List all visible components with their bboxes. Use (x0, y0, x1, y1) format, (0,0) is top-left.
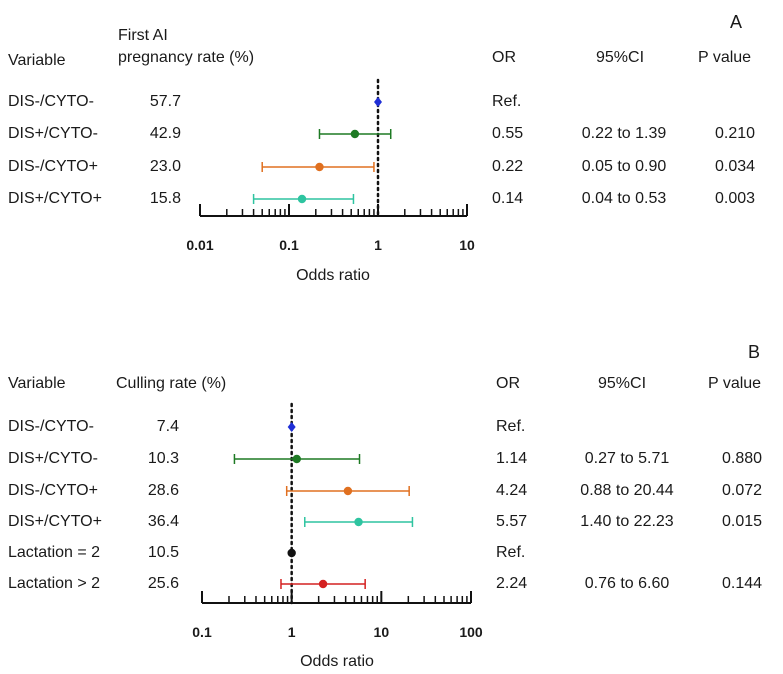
panel-b-or-header: OR (496, 375, 520, 392)
panel-b-row-p-dis-cyto-: 0.072 (721, 482, 763, 499)
panel-b-row-rate-lactation-2: 10.5 (147, 544, 179, 561)
panel-b-row-or-dis-cyto-: 1.14 (496, 450, 528, 467)
panel-b-x-axis-label: Odds ratio (300, 653, 374, 670)
panel-b-point-lactation-2 (318, 579, 328, 589)
panel-a-p-header: P value (698, 49, 752, 66)
panel-b-point-dis-cyto- (287, 422, 296, 432)
panel-b-row-variable-dis-cyto-: DIS+/CYTO+ (8, 513, 102, 530)
panel-b-row-rate-dis-cyto-: 7.4 (156, 418, 179, 435)
panel-b-point-lactation-2 (287, 548, 296, 558)
panel-b-row-p-lactation-2: 0.144 (721, 575, 763, 592)
panel-a-row-or-dis-cyto-: 0.22 (492, 158, 524, 175)
panel-b-row-rate-dis-cyto-: 10.3 (147, 450, 179, 467)
panel-a-row-variable-dis-cyto-: DIS+/CYTO- (8, 125, 98, 142)
panel-a-row-rate-dis-cyto-: 57.7 (149, 93, 181, 110)
panel-a-tick-label: 1 (374, 237, 382, 253)
panel-a-row-or-dis-cyto-: Ref. (492, 93, 522, 110)
panel-a-point-dis-cyto- (297, 194, 307, 204)
panel-b-tick-label: 1 (287, 624, 296, 640)
panel-a-letter: A (730, 12, 743, 32)
panel-a-row-or-dis-cyto-: 0.55 (492, 125, 524, 142)
panel-b-row-variable-lactation-2: Lactation = 2 (8, 544, 101, 561)
panel-a-row-p-dis-cyto-: 0.034 (714, 158, 756, 175)
panel-b-ci-header: 95%CI (597, 375, 647, 392)
panel-b-point-dis-cyto- (292, 454, 301, 464)
panel-a-rate-header-line2: pregnancy rate (%) (118, 49, 255, 66)
panel-b-row-p-dis-cyto-: 0.015 (721, 513, 763, 530)
panel-a-row-variable-dis-cyto-: DIS+/CYTO+ (8, 190, 102, 207)
panel-b-p-header: P value (708, 375, 762, 392)
panel-a-row-ci-dis-cyto-: 0.04 to 0.53 (581, 190, 667, 207)
panel-a-or-header: OR (492, 49, 516, 66)
panel-a-row-rate-dis-cyto-: 42.9 (149, 125, 181, 142)
panel-a-row-p-dis-cyto-: 0.003 (714, 190, 756, 207)
panel-a-x-axis-label: Odds ratio (296, 267, 370, 284)
panel-b-row-or-lactation-2: Ref. (496, 544, 526, 561)
panel-a-tick-label: 0.01 (186, 237, 214, 253)
panel-b-rate-header: Culling rate (%) (116, 375, 227, 392)
panel-a-row-variable-dis-cyto-: DIS-/CYTO+ (8, 158, 98, 175)
panel-b-row-variable-dis-cyto-: DIS+/CYTO- (8, 450, 98, 467)
panel-a-row-variable-dis-cyto-: DIS-/CYTO- (8, 93, 94, 110)
panel-b-row-or-dis-cyto-: 4.24 (496, 482, 528, 499)
panel-b-row-or-lactation-2: 2.24 (496, 575, 528, 592)
panel-a-row-p-dis-cyto-: 0.210 (714, 125, 756, 142)
panel-a-ci-header: 95%CI (595, 49, 645, 66)
panel-b-row-or-dis-cyto-: 5.57 (496, 513, 528, 530)
panel-b-row-rate-dis-cyto-: 36.4 (147, 513, 179, 530)
panel-a-row-ci-dis-cyto-: 0.22 to 1.39 (581, 125, 667, 142)
panel-a-variable-header: Variable (8, 52, 66, 69)
panel-a-point-dis-cyto- (374, 97, 382, 107)
panel-b-row-variable-lactation-2: Lactation > 2 (8, 575, 101, 592)
panel-b-tick-label: 10 (373, 624, 390, 640)
panel-a-row-rate-dis-cyto-: 15.8 (149, 190, 181, 207)
panel-b-row-variable-dis-cyto-: DIS-/CYTO- (8, 418, 94, 435)
panel-a-row-or-dis-cyto-: 0.14 (492, 190, 524, 207)
panel-b-row-ci-lactation-2: 0.76 to 6.60 (584, 575, 670, 592)
panel-a-point-dis-cyto- (315, 162, 324, 172)
panel-b-point-dis-cyto- (354, 517, 363, 527)
panel-a-point-dis-cyto- (350, 129, 360, 139)
panel-a-rate-header-line1: First AI (118, 27, 168, 44)
panel-a-tick-label: 0.1 (279, 237, 299, 253)
panel-b-row-ci-dis-cyto-: 1.40 to 22.23 (580, 513, 674, 530)
panel-b-letter: B (748, 342, 761, 362)
panel-b-row-rate-lactation-2: 25.6 (147, 575, 179, 592)
panel-b-variable-header: Variable (8, 375, 66, 392)
panel-b-tick-label: 0.1 (192, 624, 212, 640)
panel-a-row-rate-dis-cyto-: 23.0 (149, 158, 181, 175)
panel-b-row-ci-dis-cyto-: 0.27 to 5.71 (584, 450, 670, 467)
panel-a-row-ci-dis-cyto-: 0.05 to 0.90 (581, 158, 667, 175)
panel-b-row-rate-dis-cyto-: 28.6 (147, 482, 179, 499)
panel-b-row-variable-dis-cyto-: DIS-/CYTO+ (8, 482, 98, 499)
panel-b-row-p-dis-cyto-: 0.880 (721, 450, 763, 467)
panel-b-point-dis-cyto- (343, 486, 353, 496)
panel-b-tick-label: 100 (459, 624, 483, 640)
panel-a-tick-label: 10 (459, 237, 475, 253)
panel-b-row-ci-dis-cyto-: 0.88 to 20.44 (580, 482, 674, 499)
panel-b-row-or-dis-cyto-: Ref. (496, 418, 526, 435)
